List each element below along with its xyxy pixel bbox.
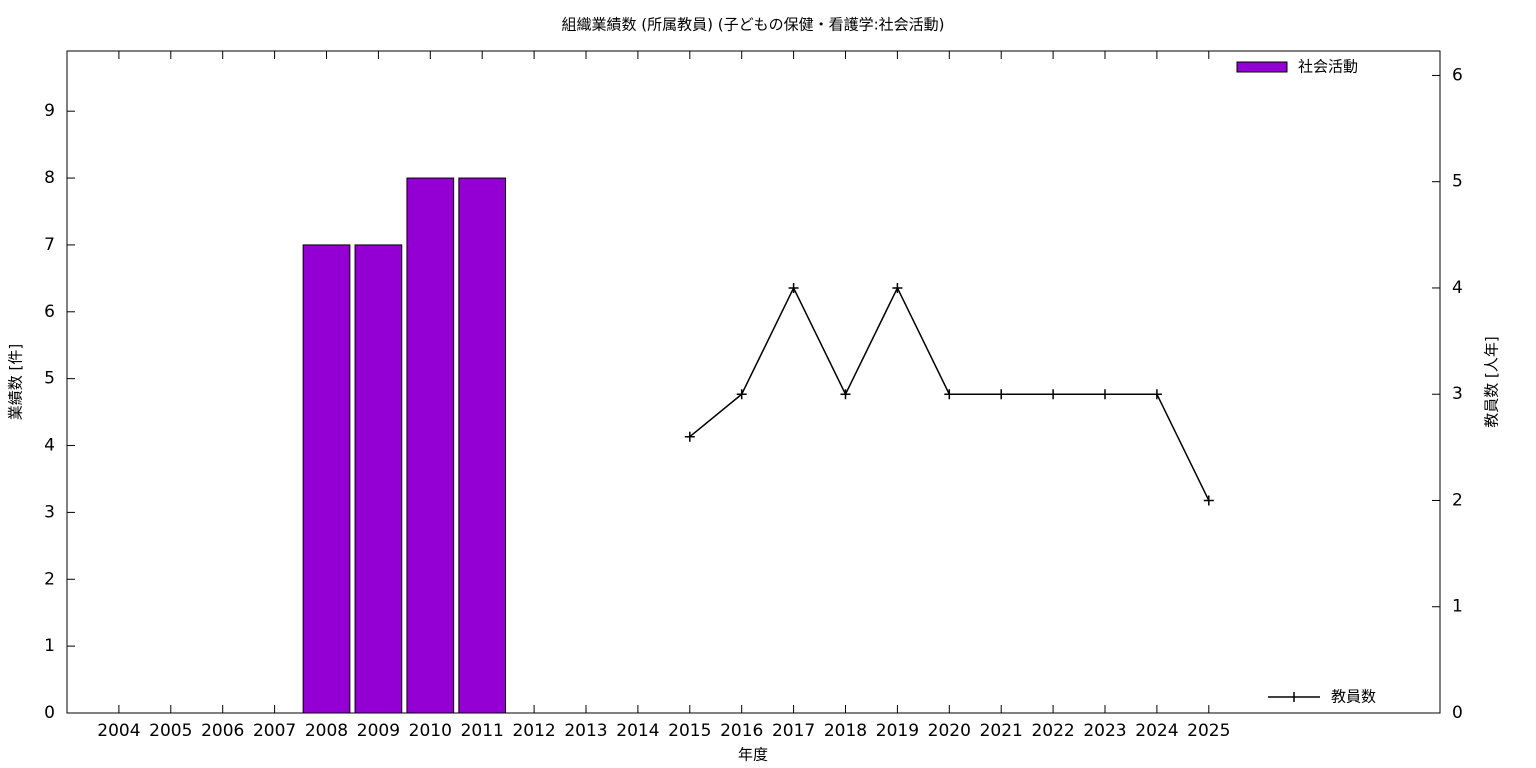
- point: [892, 282, 903, 293]
- point: [1151, 389, 1162, 400]
- point: [1048, 389, 1059, 400]
- legend-label: 教員数: [1331, 688, 1376, 706]
- x-tick-label: 2009: [357, 721, 400, 741]
- point: [944, 389, 955, 400]
- y-tick-label: 7: [44, 235, 55, 255]
- x-tick-label: 2012: [512, 721, 555, 741]
- legend-line: [1268, 692, 1320, 702]
- point: [736, 389, 747, 400]
- x-tick-label: 2011: [461, 721, 504, 741]
- x-tick-label: 2016: [720, 721, 763, 741]
- y-tick-label: 2: [44, 569, 55, 589]
- y2-axis-label: 教員数 [人年]: [1483, 336, 1501, 427]
- bar: [458, 177, 507, 714]
- legend-label: 社会活動: [1298, 58, 1358, 76]
- plot-frame: [66, 50, 1441, 714]
- y-tick-label: 9: [44, 101, 55, 121]
- y2-tick-label: 4: [1452, 278, 1463, 298]
- x-tick-label: 2004: [97, 721, 140, 741]
- point: [788, 282, 799, 293]
- x-tick-label: 2020: [928, 721, 971, 741]
- x-tick-label: 2014: [616, 721, 659, 741]
- x-tick-label: 2013: [564, 721, 607, 741]
- point: [1203, 495, 1214, 506]
- point: [996, 389, 1007, 400]
- x-tick-label: 2007: [253, 721, 296, 741]
- bar: [354, 244, 403, 714]
- x-tick-label: 2022: [1031, 721, 1074, 741]
- y-tick-label: 1: [44, 636, 55, 656]
- x-tick-label: 2023: [1083, 721, 1126, 741]
- y2-tick-label: 0: [1452, 703, 1463, 723]
- x-tick-label: 2010: [409, 721, 452, 741]
- x-tick-label: 2021: [980, 721, 1023, 741]
- y-tick-label: 3: [44, 502, 55, 522]
- x-tick-label: 2017: [772, 721, 815, 741]
- point: [684, 431, 695, 442]
- y2-tick-label: 6: [1452, 65, 1463, 85]
- x-tick-label: 2015: [668, 721, 711, 741]
- y2-tick-label: 5: [1452, 172, 1463, 192]
- y2-tick-label: 2: [1452, 490, 1463, 510]
- y2-tick-label: 3: [1452, 384, 1463, 404]
- legend-swatch: [1236, 61, 1288, 73]
- x-tick-label: 2006: [201, 721, 244, 741]
- y-tick-label: 5: [44, 369, 55, 389]
- x-tick-label: 2008: [305, 721, 348, 741]
- y-axis-label: 業績数 [件]: [7, 344, 25, 420]
- x-tick-label: 2018: [824, 721, 867, 741]
- y-tick-label: 0: [44, 703, 55, 723]
- point: [1100, 389, 1110, 400]
- x-axis-label: 年度: [738, 746, 768, 764]
- x-tick-label: 2005: [149, 721, 192, 741]
- y-tick-label: 4: [44, 436, 55, 456]
- x-tick-label: 2025: [1187, 721, 1230, 741]
- x-tick-label: 2024: [1135, 721, 1178, 741]
- bar: [406, 177, 455, 714]
- y2-tick-label: 1: [1452, 597, 1463, 617]
- bar: [302, 244, 351, 714]
- y-tick-label: 8: [44, 168, 55, 188]
- y-tick-label: 6: [44, 302, 55, 322]
- x-tick-label: 2019: [876, 721, 919, 741]
- point: [840, 389, 851, 400]
- chart-title: 組織業績数 (所属教員) (子どもの保健・看護学:社会活動): [561, 16, 944, 34]
